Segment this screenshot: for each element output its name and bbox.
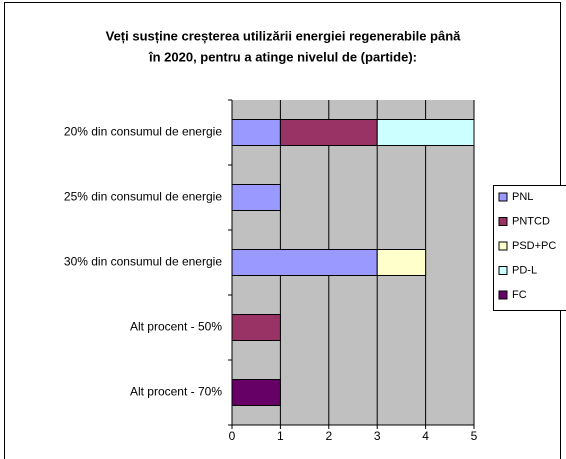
- x-tick-label: 0: [229, 429, 236, 443]
- x-tick-label: 4: [422, 429, 429, 443]
- legend-swatch: [498, 290, 508, 300]
- x-tick-label: 5: [471, 429, 478, 443]
- y-tick-label: 20% din consumul de energie: [64, 125, 222, 139]
- x-tick-label: 1: [277, 429, 284, 443]
- bar-segment: [376, 119, 475, 146]
- legend-label: PD-L: [512, 264, 537, 276]
- bar-segment: [231, 249, 378, 276]
- legend-swatch: [498, 192, 508, 202]
- chart-title: Veți susține creșterea utilizării energi…: [106, 28, 462, 43]
- legend-label: FC: [512, 289, 527, 301]
- y-tick-label: Alt procent - 50%: [130, 320, 222, 334]
- bar-segment: [376, 249, 427, 276]
- bar-segment: [231, 184, 281, 211]
- bar-segment: [279, 119, 378, 146]
- legend-swatch: [498, 266, 508, 275]
- legend-label: PNL: [512, 191, 533, 203]
- y-tick-label: 30% din consumul de energie: [64, 255, 222, 269]
- bar-segment: [231, 379, 281, 406]
- legend-label: PNTCD: [512, 215, 550, 227]
- y-tick-label: 25% din consumul de energie: [64, 190, 222, 204]
- bar-segment: [231, 314, 281, 341]
- chart-title: în 2020, pentru a atinge nivelul de (par…: [148, 49, 417, 64]
- legend-label: PSD+PC: [512, 240, 556, 252]
- bar-segment: [231, 119, 281, 146]
- legend-swatch: [498, 241, 508, 251]
- y-tick-label: Alt procent - 70%: [130, 385, 222, 399]
- legend-swatch: [498, 217, 508, 226]
- x-tick-label: 2: [325, 429, 332, 443]
- x-tick-label: 3: [374, 429, 381, 443]
